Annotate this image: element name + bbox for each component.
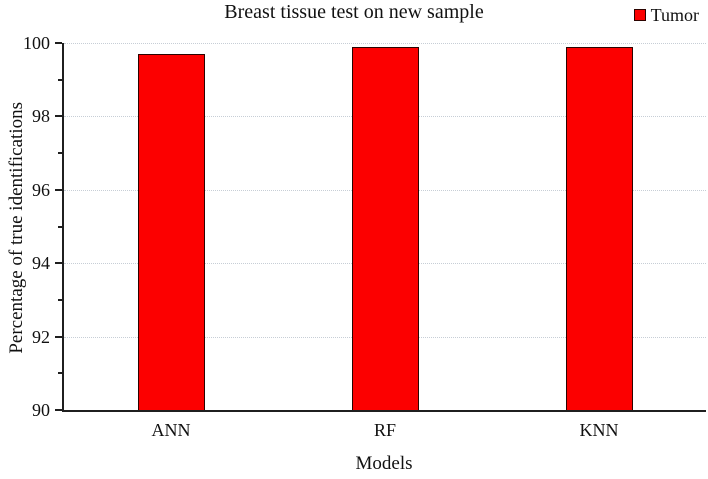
y-tick-minor-91 <box>58 372 62 375</box>
chart-title: Breast tissue test on new sample <box>224 1 484 23</box>
y-tick-major-96 <box>55 188 62 191</box>
legend-label: Tumor <box>650 5 699 25</box>
bar-rf <box>351 46 419 410</box>
x-category-label-knn: KNN <box>579 420 619 440</box>
legend-swatch-tumor <box>633 9 646 21</box>
y-tick-label-100: 100 <box>23 33 50 53</box>
y-tick-major-94 <box>55 262 62 265</box>
y-tick-major-90 <box>55 409 62 411</box>
y-tick-label-96: 96 <box>32 179 50 200</box>
bar-ann <box>137 54 205 410</box>
y-tick-label-98: 98 <box>32 106 50 127</box>
x-category-label-ann: ANN <box>151 420 191 440</box>
y-tick-major-92 <box>55 335 62 338</box>
gridline-100 <box>64 43 706 44</box>
y-axis-title-box: Percentage of true identifications <box>0 43 32 412</box>
y-tick-minor-97 <box>58 152 62 155</box>
y-tick-label-94: 94 <box>32 253 50 274</box>
y-axis-title: Percentage of true identifications <box>5 101 27 354</box>
x-category-label-rf: RF <box>373 420 397 440</box>
plot-area: 90 92 94 96 98 100 ANN RF KNN <box>23 34 706 439</box>
y-tick-minor-93 <box>58 298 62 301</box>
x-axis-title: Models <box>355 453 413 474</box>
y-tick-major-100 <box>55 42 62 44</box>
legend: Tumor <box>633 5 699 25</box>
y-tick-minor-95 <box>58 225 62 228</box>
y-tick-label-92: 92 <box>32 326 50 347</box>
y-tick-label-90: 90 <box>32 400 50 420</box>
y-tick-minor-99 <box>58 78 62 81</box>
bar-knn <box>565 46 633 410</box>
y-tick-major-98 <box>55 115 62 118</box>
